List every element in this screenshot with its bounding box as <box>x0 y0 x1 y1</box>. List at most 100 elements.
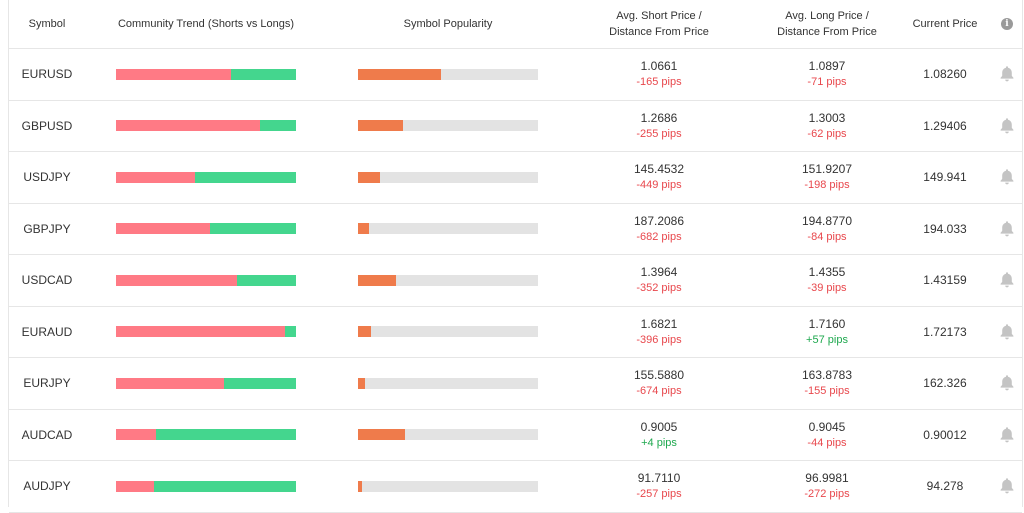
avg-long-cell: 163.8783 -155 pips <box>737 358 917 409</box>
short-distance-pips: -255 pips <box>636 127 682 140</box>
bell-icon[interactable] <box>999 220 1015 238</box>
symbol-cell[interactable]: GBPJPY <box>9 204 85 255</box>
symbol-cell[interactable]: USDCAD <box>9 255 85 306</box>
current-price-cell: 1.43159 <box>899 255 991 306</box>
avg-short-cell: 0.9005 +4 pips <box>569 410 749 461</box>
avg-long-cell: 151.9207 -198 pips <box>737 152 917 203</box>
bell-icon[interactable] <box>999 323 1015 341</box>
symbol-cell[interactable]: AUDCAD <box>9 410 85 461</box>
shorts-segment <box>116 480 154 492</box>
avg-long-price: 1.4355 <box>808 265 846 280</box>
community-trend-cell <box>109 461 303 512</box>
header-avg-short[interactable]: Avg. Short Price / Distance From Price <box>569 0 749 48</box>
current-price-cell: 1.72173 <box>899 307 991 358</box>
table-row[interactable]: EURJPY 155.5880 -674 pips 163.8783 -155 … <box>9 358 1022 410</box>
avg-long-cell: 1.4355 -39 pips <box>737 255 917 306</box>
popularity-bar <box>358 274 538 286</box>
avg-long-price: 163.8783 <box>801 368 853 383</box>
avg-long-cell: 194.8770 -84 pips <box>737 204 917 255</box>
sentiment-table: Symbol Community Trend (Shorts vs Longs)… <box>8 0 1023 513</box>
short-distance-pips: -165 pips <box>636 76 682 89</box>
table-row[interactable]: USDCAD 1.3964 -352 pips 1.4355 -39 pips <box>9 255 1022 307</box>
short-distance-pips: -682 pips <box>636 230 682 243</box>
symbol-cell[interactable]: GBPUSD <box>9 101 85 152</box>
symbol-name[interactable]: AUDCAD <box>21 427 73 442</box>
bell-icon[interactable] <box>999 271 1015 289</box>
alert-cell <box>991 410 1023 461</box>
table-row[interactable]: GBPJPY 187.2086 -682 pips 194.8770 -84 p… <box>9 204 1022 255</box>
header-avg-long-line2: Distance From Price <box>777 26 877 38</box>
community-trend-cell <box>109 101 303 152</box>
popularity-bar <box>358 326 538 338</box>
longs-segment <box>209 223 296 235</box>
header-avg-long[interactable]: Avg. Long Price / Distance From Price <box>737 0 917 48</box>
bell-icon[interactable] <box>999 426 1015 444</box>
longs-segment <box>285 326 296 338</box>
avg-short-cell: 91.7110 -257 pips <box>569 461 749 512</box>
alert-cell <box>991 461 1023 512</box>
community-trend-cell <box>109 204 303 255</box>
avg-long-price: 151.9207 <box>801 162 853 177</box>
table-row[interactable]: USDJPY 145.4532 -449 pips 151.9207 -198 … <box>9 152 1022 204</box>
bell-icon[interactable] <box>999 117 1015 135</box>
header-current-price[interactable]: Current Price <box>912 18 978 30</box>
symbol-name[interactable]: GBPJPY <box>23 221 71 236</box>
avg-long-price: 96.9981 <box>805 471 849 486</box>
popularity-cell <box>351 410 545 461</box>
symbol-name[interactable]: EURAUD <box>21 324 73 339</box>
popularity-bar <box>358 480 538 492</box>
trend-bar <box>116 223 296 235</box>
symbol-cell[interactable]: EURAUD <box>9 307 85 358</box>
table-row[interactable]: EURUSD 1.0661 -165 pips 1.0897 -71 pips <box>9 49 1022 101</box>
avg-long-cell: 96.9981 -272 pips <box>737 461 917 512</box>
symbol-name[interactable]: AUDJPY <box>23 479 71 494</box>
avg-short-cell: 187.2086 -682 pips <box>569 204 749 255</box>
symbol-cell[interactable]: EURUSD <box>9 49 85 100</box>
shorts-segment <box>116 429 156 441</box>
symbol-name[interactable]: GBPUSD <box>21 118 73 133</box>
avg-short-price: 1.2686 <box>640 110 678 125</box>
short-distance-pips: -674 pips <box>636 385 682 398</box>
symbol-cell[interactable]: AUDJPY <box>9 461 85 512</box>
avg-short-price: 1.3964 <box>640 265 678 280</box>
avg-long-cell: 1.7160 +57 pips <box>737 307 917 358</box>
symbol-cell[interactable]: EURJPY <box>9 358 85 409</box>
table-row[interactable]: GBPUSD 1.2686 -255 pips 1.3003 -62 pips <box>9 101 1022 152</box>
symbol-name[interactable]: EURUSD <box>21 67 73 82</box>
current-price-cell: 194.033 <box>899 204 991 255</box>
shorts-segment <box>116 223 210 235</box>
popularity-bar <box>358 120 538 132</box>
bell-icon[interactable] <box>999 65 1015 83</box>
header-avg-long-line1: Avg. Long Price / <box>785 10 869 22</box>
bell-icon[interactable] <box>999 374 1015 392</box>
long-distance-pips: -44 pips <box>807 436 847 449</box>
current-price-cell: 1.08260 <box>899 49 991 100</box>
avg-long-cell: 1.3003 -62 pips <box>737 101 917 152</box>
trend-bar <box>116 480 296 492</box>
avg-long-price: 1.0897 <box>808 59 846 74</box>
popularity-fill <box>358 274 396 286</box>
popularity-bar <box>358 68 538 80</box>
popularity-fill <box>358 171 380 183</box>
longs-segment <box>195 171 296 183</box>
symbol-name[interactable]: EURJPY <box>23 376 71 391</box>
symbol-name[interactable]: USDCAD <box>21 273 73 288</box>
table-header: Symbol Community Trend (Shorts vs Longs)… <box>9 0 1022 49</box>
symbol-name[interactable]: USDJPY <box>23 170 71 185</box>
header-community-trend[interactable]: Community Trend (Shorts vs Longs) <box>117 18 295 30</box>
info-icon[interactable]: i <box>1001 18 1013 30</box>
bell-icon[interactable] <box>999 168 1015 186</box>
header-symbol[interactable]: Symbol <box>28 18 66 30</box>
avg-short-price: 187.2086 <box>633 213 685 228</box>
header-symbol-popularity[interactable]: Symbol Popularity <box>403 18 493 30</box>
longs-segment <box>155 429 296 441</box>
community-trend-cell <box>109 358 303 409</box>
table-row[interactable]: EURAUD 1.6821 -396 pips 1.7160 +57 pips <box>9 307 1022 358</box>
symbol-cell[interactable]: USDJPY <box>9 152 85 203</box>
table-row[interactable]: AUDCAD 0.9005 +4 pips 0.9045 -44 pips <box>9 410 1023 461</box>
bell-icon[interactable] <box>999 477 1015 495</box>
header-info: i <box>991 0 1023 48</box>
table-row[interactable]: AUDJPY 91.7110 -257 pips 96.9981 -272 pi… <box>9 461 1022 513</box>
longs-segment <box>260 120 296 132</box>
avg-short-price: 155.5880 <box>633 368 685 383</box>
